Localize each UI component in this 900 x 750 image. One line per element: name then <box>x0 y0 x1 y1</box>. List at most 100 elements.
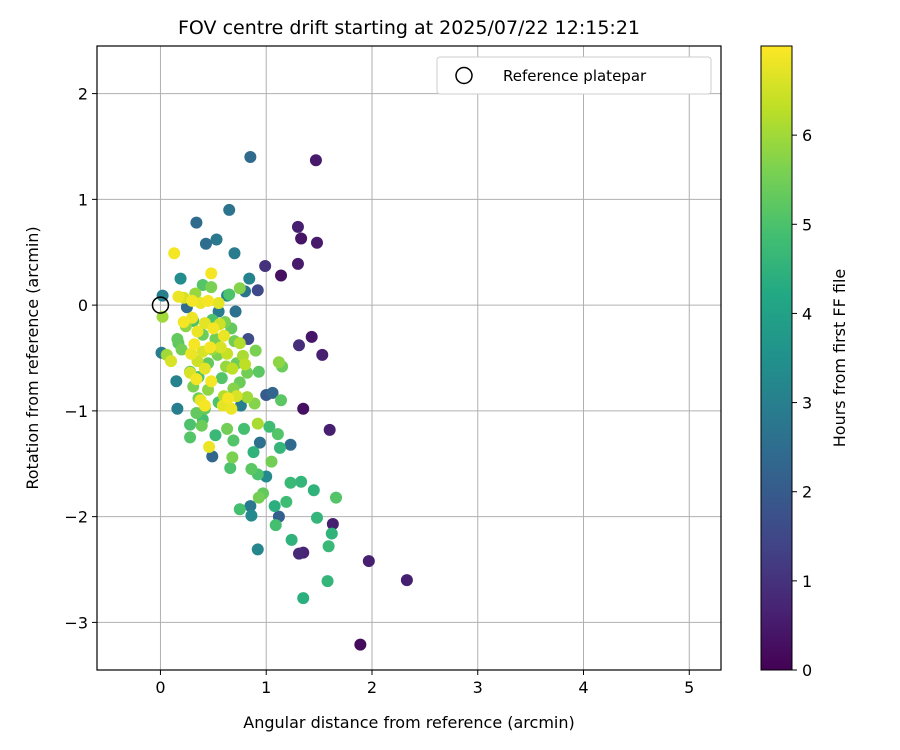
data-point <box>212 297 225 310</box>
data-point <box>272 356 285 369</box>
data-point <box>226 362 239 375</box>
data-point <box>184 431 197 444</box>
colorbar-ticks: 0 1 2 3 4 5 6 <box>792 126 812 680</box>
y-tick-label: 0 <box>78 296 88 315</box>
data-point <box>184 418 197 431</box>
data-point <box>170 375 183 388</box>
y-tick-label: 2 <box>78 85 88 104</box>
data-point <box>233 337 246 350</box>
data-point <box>322 540 335 553</box>
data-point <box>268 500 281 513</box>
data-point <box>245 509 258 522</box>
plot-frame <box>96 45 722 671</box>
data-points <box>155 151 413 651</box>
data-point <box>223 203 236 216</box>
data-point <box>185 347 198 360</box>
data-point <box>171 332 184 345</box>
data-point <box>210 233 223 246</box>
data-point <box>291 257 304 270</box>
data-point <box>249 344 262 357</box>
reference-platepar-marker <box>151 296 170 314</box>
data-point <box>307 484 320 497</box>
data-point <box>252 365 265 378</box>
data-point <box>244 500 257 513</box>
data-point <box>284 476 297 489</box>
data-point <box>214 341 227 354</box>
data-point <box>295 475 308 488</box>
data-point <box>275 269 288 282</box>
colorbar-tick-label: 5 <box>802 215 812 234</box>
data-point <box>221 422 234 435</box>
colorbar-tick-label: 0 <box>802 661 812 680</box>
data-point <box>293 547 306 560</box>
colorbar-tick-label: 4 <box>802 304 812 323</box>
data-point <box>209 429 222 442</box>
data-point <box>285 533 298 546</box>
data-point <box>297 592 310 605</box>
data-point <box>238 422 251 435</box>
data-point <box>234 399 247 412</box>
data-point <box>186 294 199 307</box>
data-point <box>171 402 184 415</box>
data-point <box>305 330 318 343</box>
data-point <box>269 519 282 532</box>
y-axis-ticks: −3 −2 −1 0 1 2 <box>64 85 97 632</box>
data-point <box>239 358 252 371</box>
data-point <box>172 290 185 303</box>
x-tick-label: 4 <box>578 678 588 697</box>
colorbar-tick-label: 6 <box>802 126 812 145</box>
x-tick-label: 1 <box>261 678 271 697</box>
data-point <box>251 543 264 556</box>
legend-entry-label: Reference platepar <box>503 67 647 85</box>
data-point <box>207 322 220 335</box>
y-axis-label: Rotation from reference (arcmin) <box>23 226 42 489</box>
data-point <box>362 555 375 568</box>
data-point <box>195 419 208 432</box>
data-point <box>310 511 323 524</box>
data-point <box>205 281 218 294</box>
data-point <box>198 399 211 412</box>
data-point <box>316 348 329 361</box>
data-point <box>215 372 228 385</box>
data-point <box>190 216 203 229</box>
x-axis-ticks: 0 1 2 3 4 5 <box>155 670 694 697</box>
data-point <box>293 339 306 352</box>
colorbar-tick-label: 1 <box>802 572 812 591</box>
data-point <box>205 375 218 388</box>
data-point <box>165 355 178 368</box>
data-point <box>225 402 238 415</box>
data-point <box>275 394 288 407</box>
data-point <box>251 284 264 297</box>
colorbar-label: Hours from first FF file <box>830 269 849 448</box>
data-point <box>295 232 308 245</box>
data-point <box>227 434 240 447</box>
data-point <box>190 373 203 386</box>
y-tick-label: 1 <box>78 190 88 209</box>
data-point <box>203 440 216 453</box>
data-point <box>224 461 237 474</box>
data-point <box>217 329 230 342</box>
colorbar-tick-label: 2 <box>802 483 812 502</box>
data-point <box>199 237 212 250</box>
data-point <box>205 267 218 280</box>
data-point <box>223 288 236 301</box>
data-point <box>330 491 343 504</box>
data-point <box>321 575 334 588</box>
data-point <box>271 428 284 441</box>
legend: Reference platepar <box>436 56 712 95</box>
data-point <box>229 305 242 318</box>
data-point <box>174 272 187 285</box>
data-point <box>253 436 266 449</box>
y-tick-label: −3 <box>64 613 88 632</box>
data-point <box>323 423 336 436</box>
x-tick-label: 0 <box>155 678 165 697</box>
data-point <box>177 316 190 329</box>
data-point <box>198 362 211 375</box>
legend-box <box>436 56 712 95</box>
data-point <box>259 259 272 272</box>
data-point <box>266 386 279 399</box>
data-point <box>233 503 246 516</box>
data-point <box>291 220 304 233</box>
data-point <box>297 402 310 415</box>
